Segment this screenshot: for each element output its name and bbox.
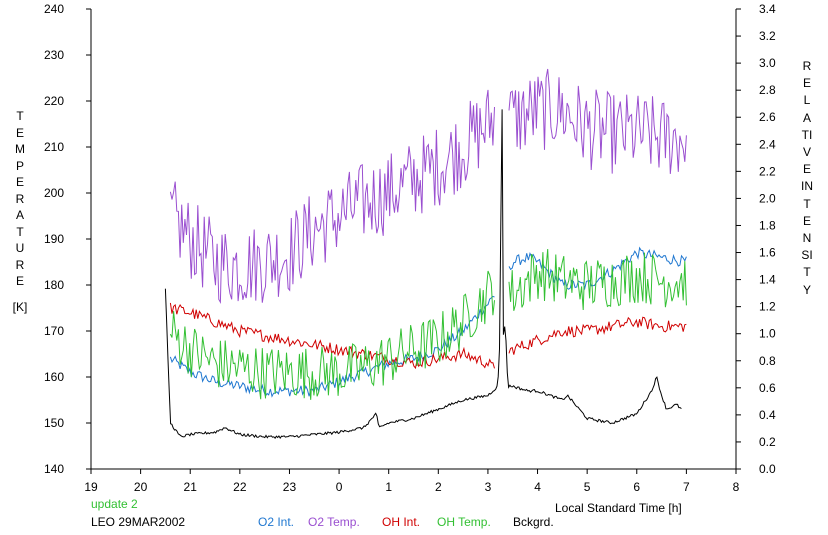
y-right-tick-label: 3.0 bbox=[759, 56, 776, 70]
x-tick-label: 1 bbox=[385, 480, 392, 494]
series-line-o2-temp bbox=[169, 68, 687, 305]
y-right-tick-label: 0.8 bbox=[759, 354, 776, 368]
legend-o2-int: O2 Int. bbox=[258, 515, 295, 529]
y-left-tick-label: 190 bbox=[44, 232, 64, 246]
site-date-label: LEO 29MAR2002 bbox=[91, 515, 186, 529]
x-tick-label: 8 bbox=[733, 480, 740, 494]
update-label: update 2 bbox=[91, 497, 138, 511]
y-right-tick-label: 1.2 bbox=[759, 300, 776, 314]
y-left-tick-label: 210 bbox=[44, 140, 64, 154]
y-right-tick-label: 0.0 bbox=[759, 462, 776, 476]
y-axis-right-label: RELATIVE INTENSITY bbox=[801, 59, 815, 297]
x-tick-label: 0 bbox=[336, 480, 343, 494]
legend-oh-temp: OH Temp. bbox=[437, 515, 491, 529]
y-left-tick-label: 220 bbox=[44, 94, 64, 108]
y-right-tick-label: 3.2 bbox=[759, 29, 776, 43]
y-left-tick-label: 230 bbox=[44, 48, 64, 62]
y-left-tick-label: 200 bbox=[44, 186, 64, 200]
y-axis-left-label: TEMPERATURE bbox=[15, 109, 25, 288]
legend-o2-temp: O2 Temp. bbox=[308, 515, 360, 529]
x-tick-label: 20 bbox=[134, 480, 148, 494]
y-right-tick-label: 3.4 bbox=[759, 2, 776, 16]
x-tick-label: 4 bbox=[534, 480, 541, 494]
x-tick-label: 7 bbox=[683, 480, 690, 494]
series-line-bckgrd bbox=[164, 109, 682, 440]
x-tick-label: 3 bbox=[485, 480, 492, 494]
y-right-tick-label: 1.6 bbox=[759, 246, 776, 260]
x-axis-label: Local Standard Time [h] bbox=[555, 501, 682, 515]
x-tick-label: 23 bbox=[283, 480, 297, 494]
legend-bckgrd: Bckgrd. bbox=[513, 515, 554, 529]
x-tick-label: 6 bbox=[633, 480, 640, 494]
y-right-tick-label: 0.6 bbox=[759, 381, 776, 395]
series-line-o2-int bbox=[169, 246, 687, 398]
y-right-tick-label: 2.2 bbox=[759, 164, 776, 178]
x-tick-label: 21 bbox=[184, 480, 198, 494]
y-left-tick-label: 150 bbox=[44, 416, 64, 430]
y-right-tick-label: 0.4 bbox=[759, 408, 776, 422]
x-tick-label: 22 bbox=[233, 480, 247, 494]
x-tick-label: 5 bbox=[584, 480, 591, 494]
y-right-tick-label: 2.0 bbox=[759, 191, 776, 205]
y-left-tick-label: 240 bbox=[44, 2, 64, 16]
chart-series bbox=[164, 68, 687, 440]
chart-axes: 1401501601701801902002102202302400.00.20… bbox=[44, 2, 776, 494]
x-tick-label: 2 bbox=[435, 480, 442, 494]
y-left-tick-label: 180 bbox=[44, 278, 64, 292]
y-right-tick-label: 2.6 bbox=[759, 110, 776, 124]
y-right-tick-label: 2.4 bbox=[759, 137, 776, 151]
y-right-tick-label: 1.4 bbox=[759, 273, 776, 287]
y-left-tick-label: 170 bbox=[44, 324, 64, 338]
y-right-tick-label: 0.2 bbox=[759, 435, 776, 449]
y-left-tick-label: 160 bbox=[44, 370, 64, 384]
y-right-tick-label: 2.8 bbox=[759, 83, 776, 97]
y-right-tick-label: 1.0 bbox=[759, 327, 776, 341]
series-line-oh-temp bbox=[169, 248, 687, 400]
y-axis-left-unit: [K] bbox=[12, 300, 28, 314]
legend-oh-int: OH Int. bbox=[382, 515, 421, 529]
x-tick-label: 19 bbox=[84, 480, 98, 494]
y-right-tick-label: 1.8 bbox=[759, 218, 776, 232]
y-left-tick-label: 140 bbox=[44, 462, 64, 476]
